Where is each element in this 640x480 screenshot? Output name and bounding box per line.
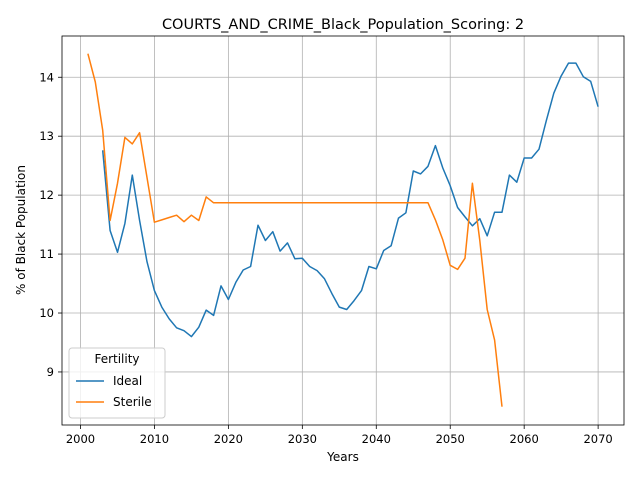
x-tick-label: 2010 [140,432,169,446]
x-tick-label: 2060 [510,432,539,446]
legend-label-sterile: Sterile [113,395,152,409]
series-line-sterile [87,53,503,407]
x-tick-label: 2040 [362,432,391,446]
x-tick-label: 2070 [583,432,612,446]
y-tick-label: 10 [39,306,54,320]
x-axis-label: Years [326,450,359,464]
x-tick-label: 2020 [214,432,243,446]
legend-title: Fertility [94,352,139,366]
y-tick-label: 9 [47,365,54,379]
legend-box [68,347,166,419]
y-tick-label: 11 [39,247,54,261]
series-line-ideal [101,62,599,338]
x-tick-label: 2050 [436,432,465,446]
plot-frame [61,35,625,426]
y-axis-ticks: 9 10 11 12 13 14 [39,70,62,379]
x-tick-label: 2030 [288,432,317,446]
chart-title: COURTS_AND_CRIME_Black_Population_Scorin… [162,17,524,33]
series-lines [87,53,599,407]
x-axis-ticks: 2000 2010 2020 2030 2040 2050 2060 2070 [66,425,613,446]
legend: Fertility Ideal Sterile [68,347,166,419]
y-tick-label: 13 [39,129,54,143]
y-axis-label: % of Black Population [14,165,28,295]
y-tick-label: 12 [39,188,54,202]
x-tick-label: 2000 [66,432,95,446]
legend-label-ideal: Ideal [113,374,142,388]
y-tick-label: 14 [39,70,54,84]
